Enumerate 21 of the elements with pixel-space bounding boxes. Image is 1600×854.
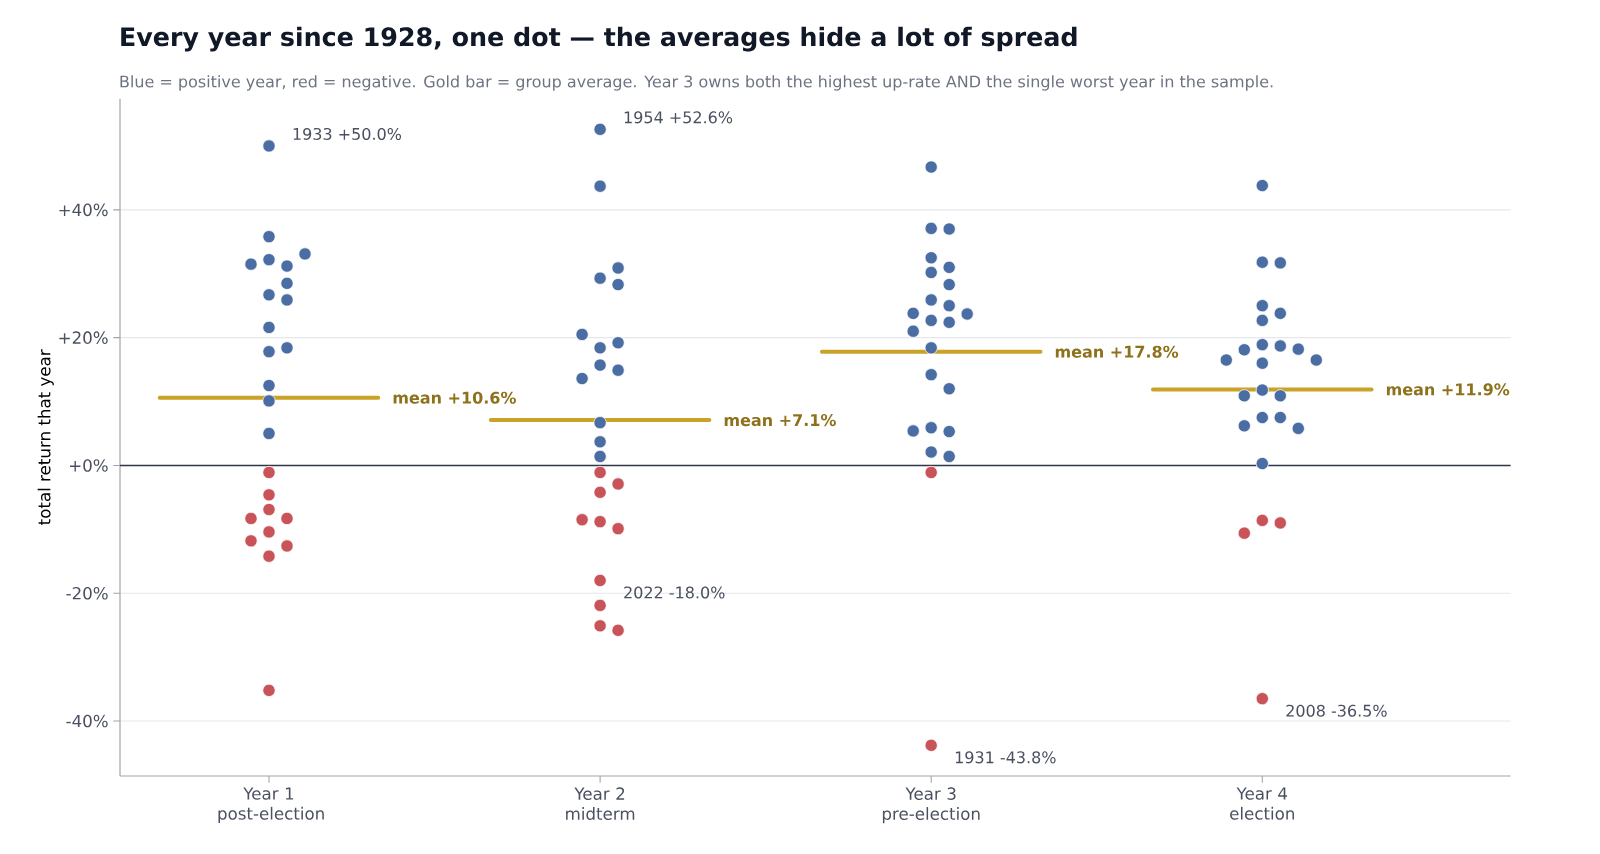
y-tick-label: -40% — [66, 714, 108, 728]
ref-line-label: mean +10.6% — [393, 391, 516, 404]
chart-title: Every year since 1928, one dot — the averages hide a lot of spread — [121, 26, 1077, 52]
x-tick-label: Year 4 election — [1230, 787, 1294, 820]
x-tick-label: Year 2 midterm — [566, 787, 635, 820]
annotation: 2022 -18.0% — [624, 586, 725, 599]
ref-line-label: mean +17.8% — [1055, 345, 1179, 358]
ref-line-label: mean +7.1% — [724, 414, 836, 427]
annotation: 1931 -43.8% — [955, 751, 1056, 764]
y-tick-label: +40% — [59, 203, 108, 217]
x-tick-label: Year 1 post-election — [218, 787, 324, 823]
y-tick-label: +0% — [69, 459, 108, 472]
ref-line-label: mean +11.9% — [1386, 383, 1510, 396]
y-tick-label: +20% — [59, 331, 108, 344]
annotation: 2008 -36.5% — [1286, 704, 1387, 717]
y-axis-title: total return that year — [37, 349, 54, 525]
x-tick-label: Year 3 pre-election — [882, 787, 980, 824]
annotation: 1933 +50.0% — [293, 127, 402, 140]
annotation: 1954 +52.6% — [624, 111, 733, 124]
chart-subtitle: Blue = positive year, red = negative. Gold bar = group average. Year 3 owns both the highest up-rate AND the single worst year in the sample. — [120, 75, 1273, 91]
y-tick-label: -20% — [66, 586, 108, 600]
